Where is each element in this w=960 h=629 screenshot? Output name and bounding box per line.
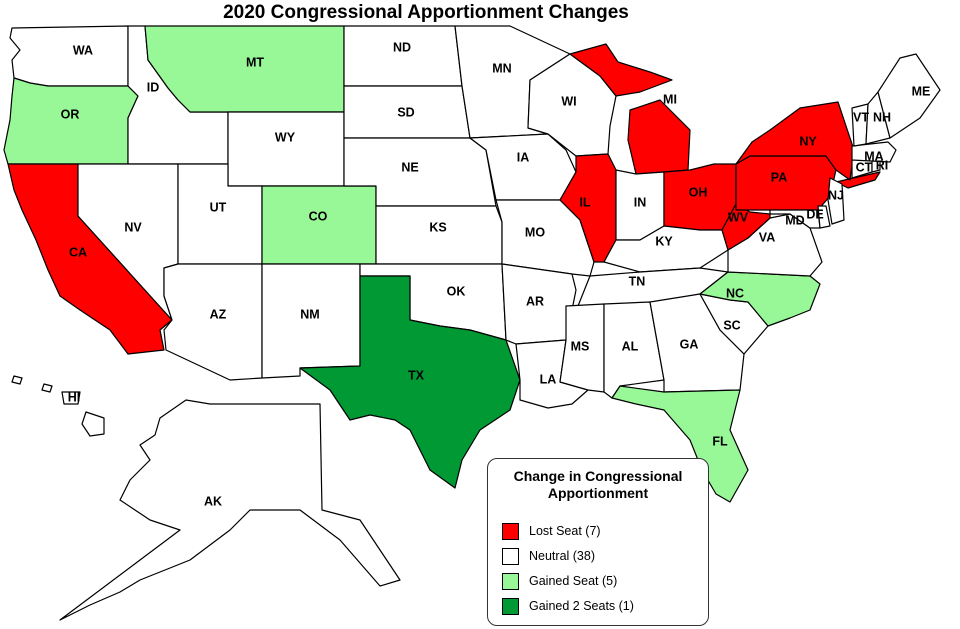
legend-label-lost: Lost Seat (7) (529, 524, 601, 538)
label-KY: KY (655, 234, 673, 248)
label-ME: ME (912, 84, 931, 98)
legend-title-line1: Change in Congressional (513, 468, 683, 484)
state-KS[interactable] (375, 205, 503, 265)
state-WA[interactable] (9, 25, 129, 87)
label-PA: PA (771, 170, 787, 184)
label-MI: MI (663, 92, 677, 106)
label-VA: VA (759, 230, 775, 244)
label-AZ: AZ (210, 307, 227, 321)
label-ND: ND (393, 40, 411, 54)
state-WY[interactable] (227, 111, 345, 187)
legend-label-gained2: Gained 2 Seats (1) (529, 599, 634, 613)
label-HI: HI (68, 390, 81, 404)
label-MT: MT (246, 55, 264, 69)
label-WA: WA (73, 43, 93, 57)
state-NC[interactable] (699, 271, 821, 327)
map-title: 2020 Congressional Apportionment Changes (223, 2, 629, 23)
label-CT: CT (856, 160, 873, 174)
label-WV: WV (728, 210, 749, 224)
label-RI: RI (876, 158, 889, 172)
label-UT: UT (210, 200, 227, 214)
label-VT: VT (853, 110, 869, 124)
state-HI[interactable] (11, 375, 105, 437)
legend-title: Change in Congressional Apportionment (488, 468, 708, 502)
label-WY: WY (275, 130, 296, 144)
state-ME[interactable] (877, 53, 941, 139)
state-MA[interactable] (851, 141, 897, 163)
state-IL[interactable] (559, 153, 617, 263)
label-NC: NC (726, 286, 744, 300)
state-NJ[interactable] (827, 177, 845, 225)
label-AK: AK (204, 494, 222, 508)
label-NJ: NJ (828, 188, 844, 202)
label-IN: IN (634, 195, 647, 209)
label-MN: MN (492, 61, 511, 75)
legend-title-line2: Apportionment (547, 485, 649, 501)
label-CO: CO (309, 209, 328, 223)
state-TX[interactable] (299, 275, 521, 489)
legend-label-neutral: Neutral (38) (529, 549, 595, 563)
legend: Change in Congressional Apportionment Lo… (487, 458, 709, 626)
label-MO: MO (525, 225, 545, 239)
state-AZ[interactable] (163, 263, 263, 381)
label-NE: NE (401, 160, 418, 174)
label-MD: MD (785, 213, 804, 227)
label-AR: AR (526, 294, 544, 308)
legend-swatch-neutral (502, 547, 519, 565)
legend-swatch-gained2 (502, 597, 519, 615)
label-FL: FL (712, 434, 728, 448)
label-MS: MS (571, 339, 590, 353)
legend-swatch-gained1 (502, 572, 519, 590)
legend-item-lost: Lost Seat (7) (502, 521, 601, 541)
state-AK[interactable] (59, 399, 401, 621)
label-ID: ID (147, 80, 160, 94)
label-SC: SC (723, 318, 740, 332)
state-FL[interactable] (611, 385, 749, 503)
state-labels: WA OR CA ID NV MT WY UT AZ CO NM ND SD N… (61, 40, 931, 508)
state-ND[interactable] (343, 25, 463, 87)
label-NV: NV (124, 220, 142, 234)
legend-swatch-lost (502, 522, 519, 540)
label-NY: NY (799, 134, 817, 148)
label-GA: GA (680, 337, 699, 351)
legend-item-gained1: Gained Seat (5) (502, 571, 617, 591)
label-IA: IA (517, 150, 530, 164)
label-IL: IL (579, 195, 590, 209)
label-NH: NH (873, 110, 891, 124)
legend-label-gained1: Gained Seat (5) (529, 574, 618, 588)
label-SD: SD (397, 105, 414, 119)
label-KS: KS (429, 220, 446, 234)
label-OH: OH (689, 185, 708, 199)
legend-item-neutral: Neutral (38) (502, 546, 595, 566)
label-WI: WI (561, 94, 576, 108)
label-LA: LA (540, 372, 557, 386)
label-MA: MA (864, 149, 883, 163)
label-DE: DE (806, 207, 823, 221)
label-AL: AL (622, 339, 639, 353)
label-OK: OK (447, 284, 466, 298)
label-OR: OR (61, 107, 80, 121)
legend-item-gained2: Gained 2 Seats (1) (502, 596, 634, 616)
state-DE[interactable] (817, 205, 831, 229)
state-CO[interactable] (261, 185, 377, 265)
label-NM: NM (300, 307, 319, 321)
label-CA: CA (69, 245, 87, 259)
label-TX: TX (408, 368, 425, 382)
label-TN: TN (629, 274, 646, 288)
